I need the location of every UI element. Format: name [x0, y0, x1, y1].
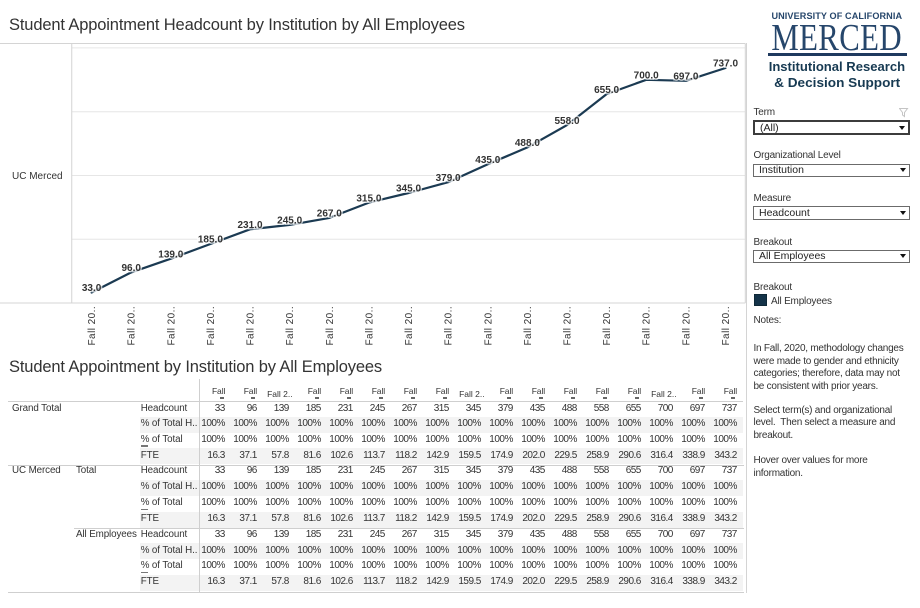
svg-text:Fall 20..: Fall 20..	[404, 306, 415, 346]
svg-text:Fall 20..: Fall 20..	[721, 306, 732, 346]
svg-text:Fall 20..: Fall 20..	[602, 306, 613, 346]
svg-text:Fall 20..: Fall 20..	[127, 306, 138, 346]
svg-text:Fall 20..: Fall 20..	[285, 306, 296, 346]
svg-text:245.0: 245.0	[277, 216, 302, 227]
svg-text:700.0: 700.0	[634, 71, 659, 82]
svg-text:Fall 20..: Fall 20..	[681, 306, 692, 346]
svg-text:315.0: 315.0	[356, 193, 381, 204]
svg-text:Fall 20..: Fall 20..	[523, 306, 534, 346]
svg-text:Fall 20..: Fall 20..	[246, 306, 257, 346]
svg-text:267.0: 267.0	[317, 209, 342, 220]
svg-text:345.0: 345.0	[396, 184, 421, 195]
svg-text:Fall 20..: Fall 20..	[87, 306, 98, 346]
svg-text:33.0: 33.0	[82, 283, 102, 294]
svg-text:231.0: 231.0	[237, 220, 262, 231]
svg-text:185.0: 185.0	[198, 235, 223, 246]
svg-text:Fall 20..: Fall 20..	[642, 306, 653, 346]
svg-text:655.0: 655.0	[594, 85, 619, 96]
svg-text:Fall 20..: Fall 20..	[444, 306, 455, 346]
svg-text:558.0: 558.0	[554, 116, 579, 127]
svg-text:UC Merced: UC Merced	[12, 171, 63, 182]
svg-text:435.0: 435.0	[475, 155, 500, 166]
svg-text:Fall 20..: Fall 20..	[166, 306, 177, 346]
svg-text:139.0: 139.0	[158, 249, 183, 260]
svg-text:Fall 20..: Fall 20..	[563, 306, 574, 346]
svg-text:96.0: 96.0	[121, 263, 141, 274]
svg-text:Fall 20..: Fall 20..	[483, 306, 494, 346]
svg-text:737.0: 737.0	[713, 59, 738, 70]
svg-text:Fall 20..: Fall 20..	[206, 306, 217, 346]
svg-text:697.0: 697.0	[673, 72, 698, 83]
svg-text:379.0: 379.0	[436, 173, 461, 184]
svg-text:488.0: 488.0	[515, 138, 540, 149]
svg-text:Fall 20..: Fall 20..	[325, 306, 336, 346]
svg-text:Fall 20..: Fall 20..	[364, 306, 375, 346]
